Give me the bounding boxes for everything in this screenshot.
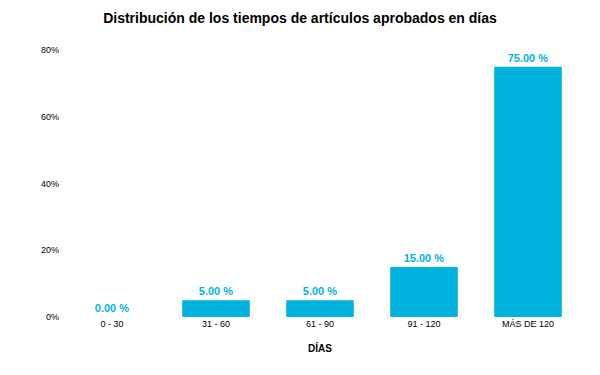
svg-text:15.00 %: 15.00 %	[404, 252, 445, 264]
svg-text:91 - 120: 91 - 120	[407, 319, 440, 329]
svg-text:5.00 %: 5.00 %	[199, 285, 233, 297]
svg-text:31 - 60: 31 - 60	[202, 319, 230, 329]
svg-text:0 - 30: 0 - 30	[100, 319, 123, 329]
svg-text:0%: 0%	[46, 312, 59, 322]
svg-text:40%: 40%	[41, 179, 59, 189]
svg-text:5.00 %: 5.00 %	[303, 285, 337, 297]
svg-text:MÁS DE 120: MÁS DE 120	[502, 319, 554, 329]
svg-text:DÍAS: DÍAS	[308, 342, 332, 354]
svg-text:0.00 %: 0.00 %	[95, 302, 129, 314]
svg-text:80%: 80%	[41, 45, 59, 55]
svg-text:75.00 %: 75.00 %	[508, 52, 549, 64]
svg-text:Distribución de los tiempos de: Distribución de los tiempos de artículos…	[103, 10, 497, 26]
svg-text:61 - 90: 61 - 90	[306, 319, 334, 329]
svg-text:60%: 60%	[41, 112, 59, 122]
svg-text:20%: 20%	[41, 245, 59, 255]
